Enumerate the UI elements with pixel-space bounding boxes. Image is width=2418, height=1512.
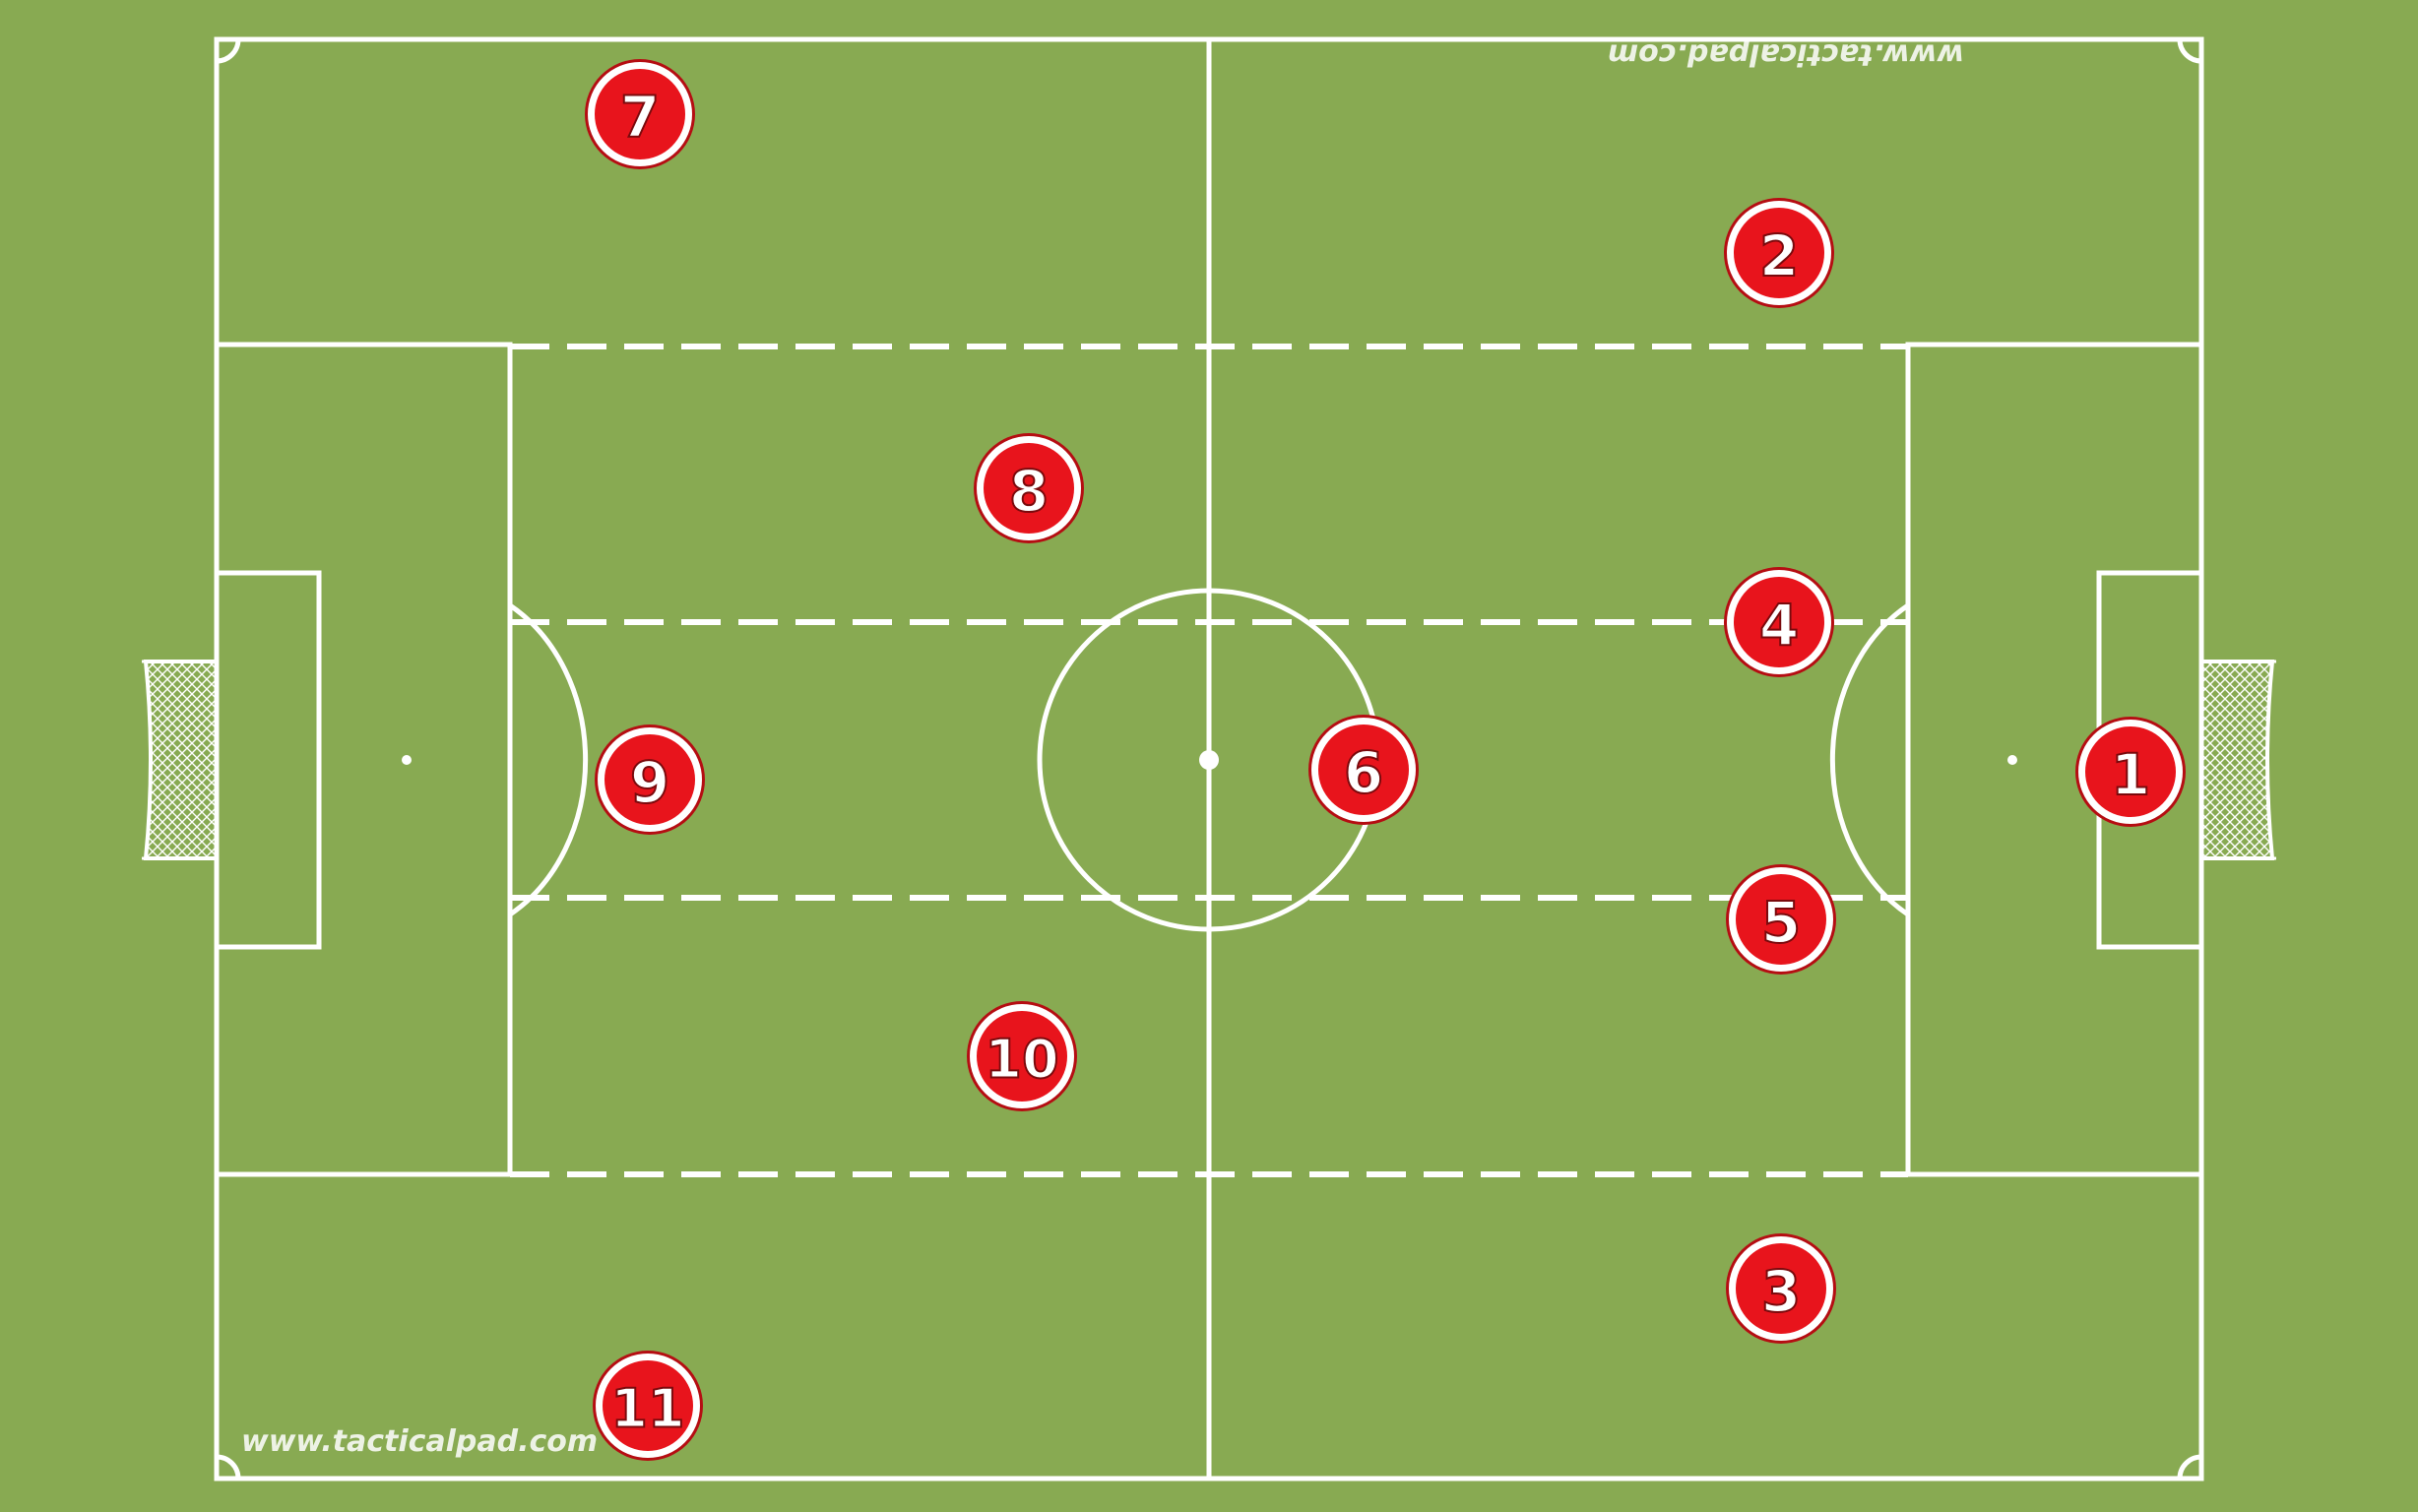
player-number: 2	[1759, 222, 1799, 289]
player-token-4[interactable]: 4	[1724, 567, 1834, 677]
player-token-2[interactable]: 2	[1724, 198, 1834, 308]
right-penalty-spot	[2007, 755, 2017, 765]
player-number: 9	[630, 749, 669, 816]
right-goal	[2203, 660, 2276, 860]
right-penalty-arc	[1829, 602, 1910, 917]
corner-arc-top-right	[2177, 38, 2202, 64]
player-token-1[interactable]: 1	[2075, 717, 2186, 827]
player-token-11[interactable]: 11	[593, 1351, 703, 1461]
corner-arc-bottom-right	[2177, 1454, 2202, 1480]
player-number: 10	[985, 1029, 1058, 1091]
player-number: 5	[1761, 889, 1801, 956]
player-number: 1	[2111, 741, 2150, 808]
left-penalty-arc	[508, 602, 589, 917]
player-token-9[interactable]: 9	[595, 724, 705, 835]
pitch-markings	[214, 36, 2204, 1481]
zone-dashed-lines	[510, 344, 1908, 1177]
watermark-top-right-mirrored: www.tacticalpad.com	[1608, 37, 1964, 72]
player-number: 7	[620, 84, 660, 151]
player-number: 6	[1344, 739, 1383, 806]
player-token-6[interactable]: 6	[1308, 715, 1419, 825]
player-token-7[interactable]: 7	[585, 59, 695, 169]
left-penalty-spot	[402, 755, 412, 765]
player-number: 8	[1009, 458, 1049, 525]
player-number: 4	[1759, 592, 1799, 659]
player-token-5[interactable]: 5	[1726, 864, 1836, 975]
corner-arc-bottom-left	[216, 1454, 241, 1480]
left-goal-area	[214, 570, 322, 950]
players-layer: 7 2 8 4 9 6 1 5	[585, 59, 2186, 1461]
watermark-bottom-left: www.tacticalpad.com	[241, 1424, 598, 1459]
player-token-8[interactable]: 8	[974, 433, 1084, 543]
corner-arc-top-left	[216, 38, 241, 64]
player-token-10[interactable]: 10	[967, 1001, 1077, 1111]
left-goal	[142, 660, 215, 860]
player-token-3[interactable]: 3	[1726, 1233, 1836, 1344]
centre-spot	[1199, 750, 1219, 770]
player-number: 3	[1761, 1258, 1801, 1325]
player-number: 11	[610, 1378, 684, 1440]
